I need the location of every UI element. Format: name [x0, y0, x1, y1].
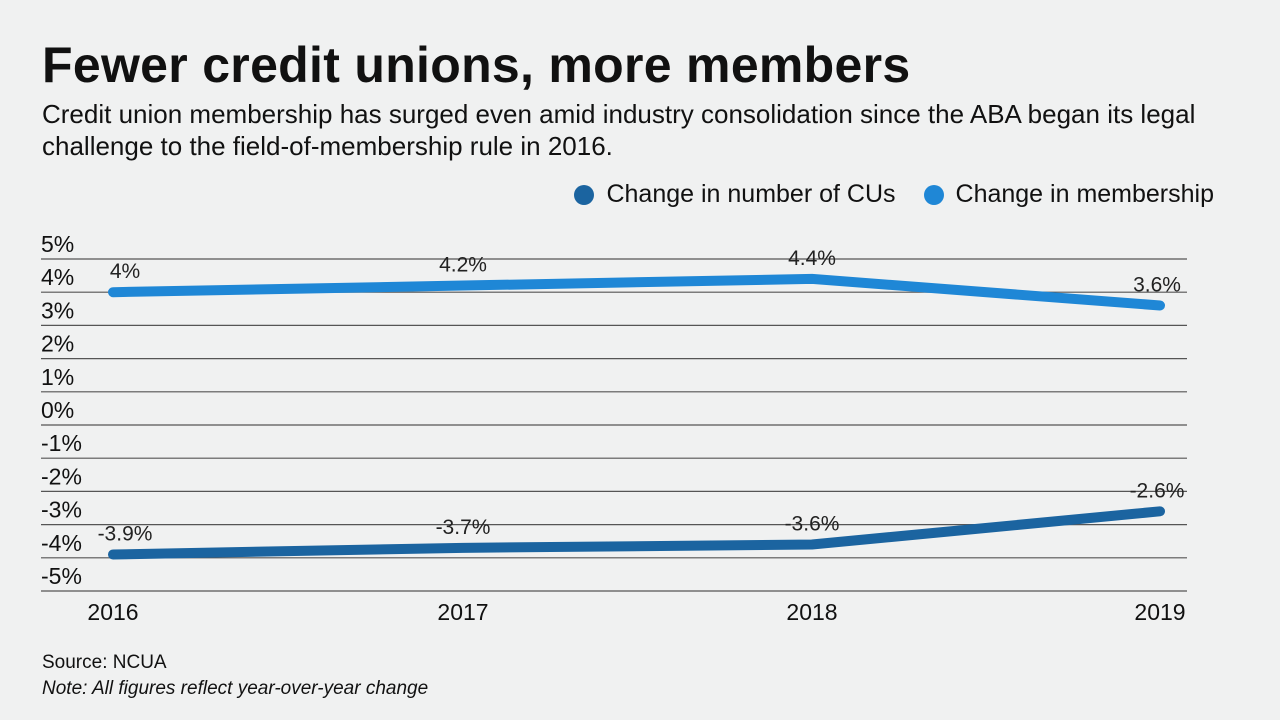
- series-line-1: [108, 273, 1165, 311]
- y-tick-label: 5%: [41, 231, 74, 257]
- y-tick-label: 3%: [41, 297, 74, 323]
- legend-item-membership: Change in membership: [923, 180, 1214, 209]
- data-label: 4.4%: [788, 247, 836, 270]
- legend-dot-icon: [574, 184, 595, 205]
- data-label: 4.2%: [439, 254, 487, 277]
- chart-title: Fewer credit unions, more members: [42, 37, 911, 93]
- chart-subtitle: Credit union membership has surged even …: [42, 99, 1196, 161]
- footer: Source: NCUA Note: All figures reflect y…: [42, 650, 428, 702]
- y-tick-label: -1%: [41, 430, 82, 456]
- y-tick-label: -5%: [41, 563, 82, 589]
- legend: Change in number of CUs Change in member…: [574, 180, 1214, 209]
- y-tick-label: -4%: [41, 530, 82, 556]
- x-tick-label: 2016: [87, 599, 138, 625]
- series-line-0: [108, 506, 1165, 560]
- x-tick-label: 2018: [786, 599, 837, 625]
- data-label: 3.6%: [1133, 273, 1181, 296]
- data-label: -2.6%: [1130, 479, 1185, 502]
- legend-dot-icon: [923, 184, 944, 205]
- data-label: -3.7%: [436, 516, 491, 539]
- legend-item-cus: Change in number of CUs: [574, 180, 896, 209]
- legend-label: Change in membership: [955, 180, 1214, 208]
- data-label: -3.6%: [785, 513, 840, 536]
- y-tick-label: -2%: [41, 463, 82, 489]
- data-label: -3.9%: [98, 522, 153, 545]
- x-tick-label: 2017: [437, 599, 488, 625]
- source: Source: NCUA: [42, 652, 167, 673]
- y-tick-label: 0%: [41, 397, 74, 423]
- legend-label: Change in number of CUs: [606, 180, 896, 208]
- y-tick-label: 4%: [41, 264, 74, 290]
- data-label: 4%: [110, 260, 140, 283]
- y-tick-label: 1%: [41, 364, 74, 390]
- note: Note: All figures reflect year-over-year…: [42, 678, 429, 699]
- y-tick-label: 2%: [41, 331, 74, 357]
- y-tick-label: -3%: [41, 497, 82, 523]
- x-tick-label: 2019: [1134, 599, 1185, 625]
